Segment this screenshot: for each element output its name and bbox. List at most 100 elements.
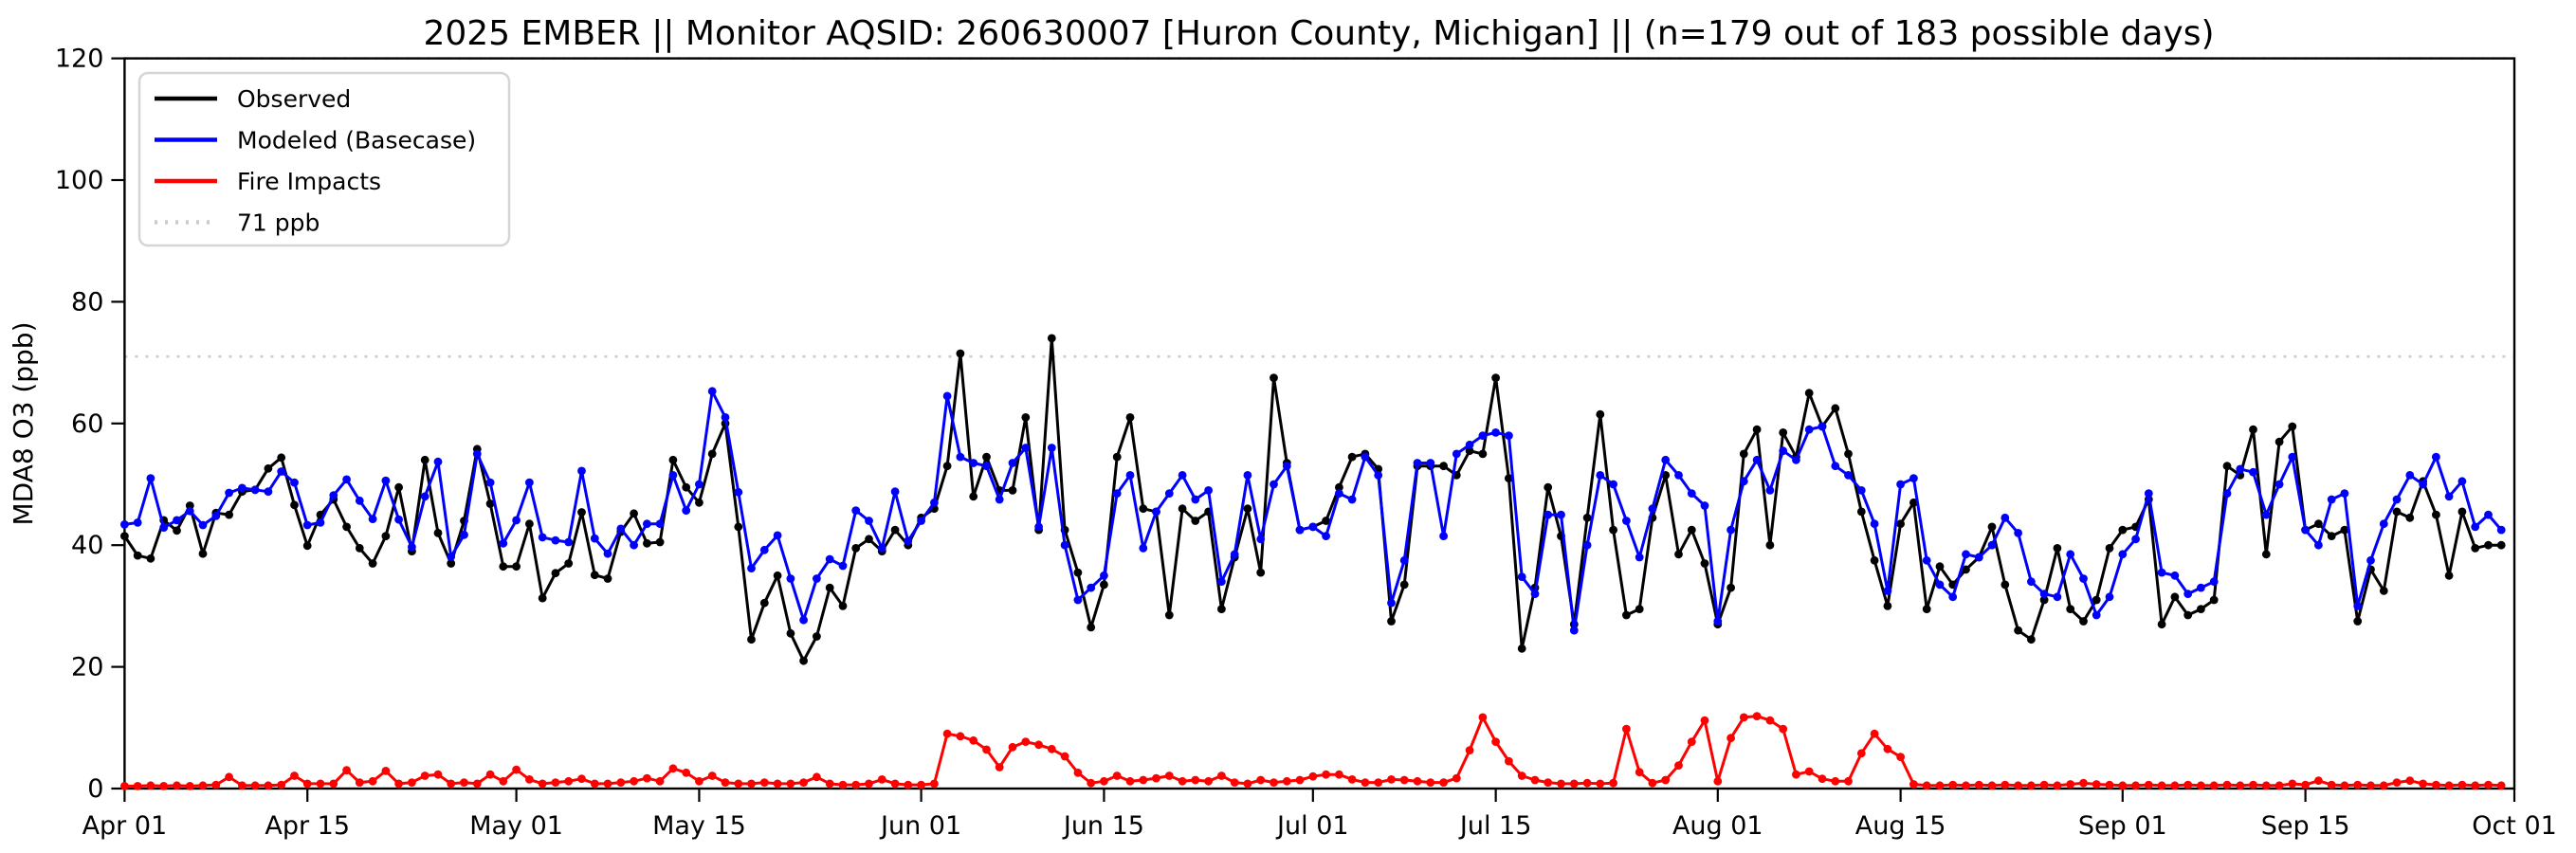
data-point (2105, 544, 2114, 553)
data-point (2236, 464, 2245, 474)
data-point (1230, 550, 1239, 559)
data-point (1831, 404, 1840, 413)
data-point (329, 491, 338, 499)
data-point (381, 532, 391, 540)
data-point (1073, 768, 1083, 777)
data-point (2183, 780, 2193, 789)
data-point (956, 452, 965, 462)
y-axis-label: MDA8 O3 (ppb) (8, 321, 39, 525)
data-point (238, 781, 247, 790)
data-point (603, 549, 612, 558)
data-point (1347, 452, 1357, 462)
data-point (969, 735, 978, 745)
data-point (2001, 580, 2010, 590)
data-point (2157, 781, 2166, 790)
data-point (995, 495, 1004, 504)
data-point (630, 509, 638, 518)
data-point (2222, 489, 2232, 498)
data-point (1387, 775, 1396, 784)
data-point (1987, 781, 1997, 790)
data-point (2092, 780, 2101, 789)
data-point (995, 763, 1004, 771)
data-point (2066, 550, 2075, 559)
data-point (721, 778, 730, 787)
data-point (1413, 459, 1422, 467)
data-point (1178, 776, 1187, 786)
data-point (1335, 482, 1343, 492)
data-point (485, 478, 495, 487)
data-point (2379, 781, 2388, 790)
data-point (1596, 779, 1605, 789)
data-point (133, 518, 142, 527)
data-point (1112, 489, 1122, 498)
data-point (512, 562, 521, 572)
data-point (1974, 553, 1983, 562)
data-point (302, 541, 312, 551)
data-point (773, 531, 782, 540)
data-point (2353, 780, 2363, 789)
data-point (2105, 780, 2114, 789)
data-point (1935, 580, 1945, 590)
data-point (225, 772, 234, 782)
data-point (1060, 540, 1069, 550)
data-point (1256, 568, 1266, 577)
data-point (1322, 770, 1330, 779)
data-point (2014, 529, 2023, 537)
x-tick-label: Apr 01 (82, 811, 168, 841)
data-point (2419, 779, 2428, 789)
data-point (1622, 517, 1631, 525)
data-point (368, 776, 377, 786)
data-point (238, 483, 247, 493)
data-point (2471, 522, 2480, 532)
data-point (1125, 413, 1135, 422)
data-point (1100, 571, 1108, 580)
data-point (2261, 510, 2271, 519)
data-point (1282, 462, 1291, 471)
data-point (551, 778, 560, 787)
data-point (1021, 413, 1031, 422)
data-point (2340, 525, 2349, 535)
legend-label: Modeled (Basecase) (237, 127, 476, 154)
data-point (1870, 519, 1879, 529)
data-point (707, 387, 717, 396)
data-point (512, 516, 521, 525)
data-point (2432, 780, 2440, 789)
data-point (1178, 471, 1187, 480)
data-point (2327, 780, 2336, 789)
data-point (1700, 716, 1709, 725)
data-point (1844, 471, 1853, 480)
data-point (930, 779, 939, 789)
data-point (747, 779, 756, 789)
data-point (1635, 605, 1644, 613)
data-point (1752, 425, 1762, 434)
data-point (1505, 756, 1513, 766)
data-point (930, 498, 939, 507)
legend-label: Observed (237, 85, 351, 113)
data-point (2288, 422, 2297, 431)
data-point (355, 496, 364, 505)
data-point (2183, 610, 2193, 620)
data-point (655, 776, 665, 786)
data-point (851, 780, 861, 789)
data-point (1831, 462, 1840, 471)
data-point (1935, 781, 1945, 790)
data-point (1922, 605, 1931, 613)
data-point (119, 782, 129, 790)
data-point (2131, 781, 2141, 790)
data-point (1831, 776, 1840, 786)
data-point (904, 780, 913, 789)
data-point (1569, 626, 1579, 635)
data-point (2392, 778, 2402, 787)
data-point (2039, 590, 2049, 598)
x-tick-label: Jun 15 (1062, 811, 1144, 841)
data-point (865, 517, 873, 525)
data-point (2144, 780, 2153, 789)
data-point (485, 770, 495, 779)
data-point (1792, 455, 1800, 464)
data-point (1217, 605, 1226, 613)
data-point (1100, 580, 1108, 590)
data-point (695, 776, 703, 786)
data-point (668, 455, 678, 464)
data-point (2471, 781, 2480, 790)
data-point (942, 462, 952, 471)
